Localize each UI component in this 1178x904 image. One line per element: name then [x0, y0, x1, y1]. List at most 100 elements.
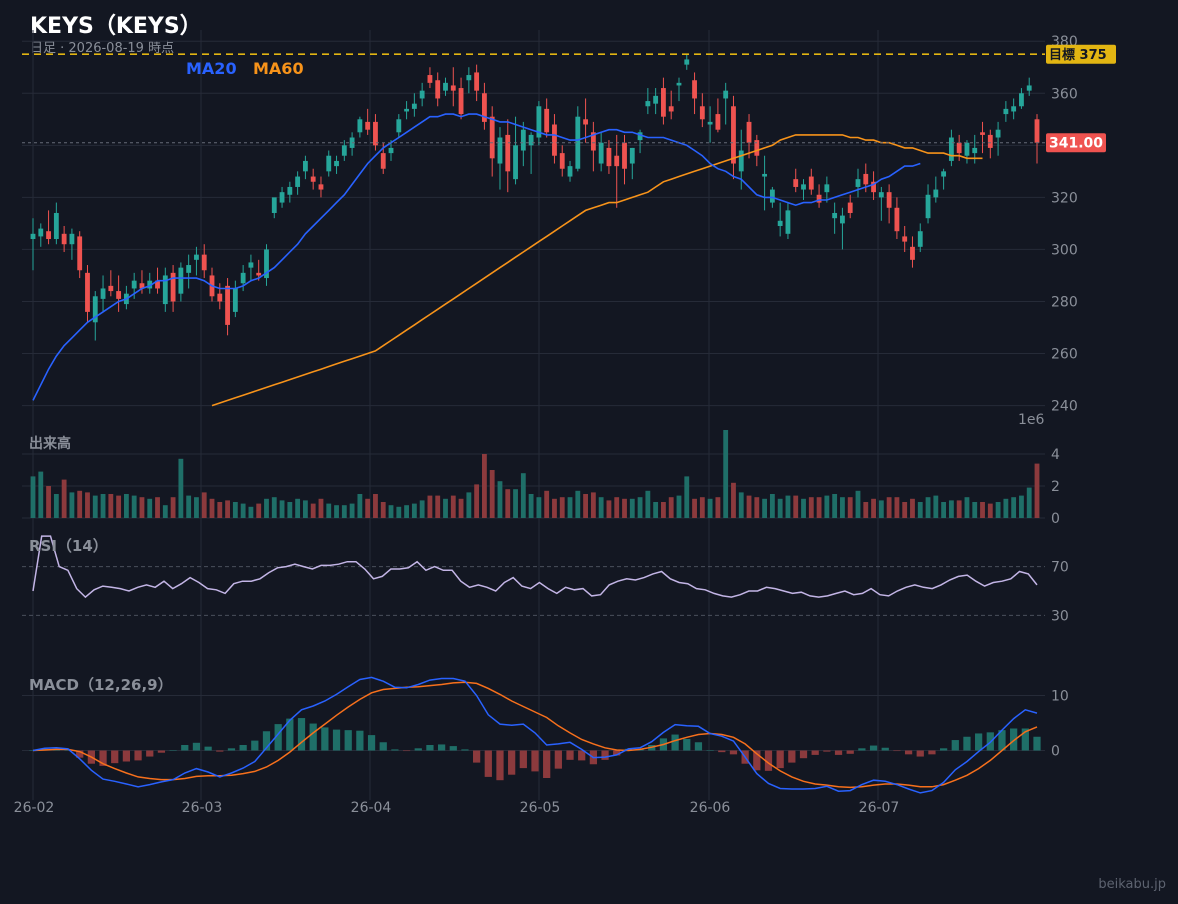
macd-histogram-bar	[157, 750, 166, 753]
volume-bar	[637, 497, 643, 518]
candle-body	[131, 280, 137, 289]
candle-body	[505, 134, 511, 172]
legend-ma60: MA60	[253, 59, 304, 78]
candle-body	[824, 184, 830, 193]
volume-bar	[131, 495, 137, 518]
volume-bar	[816, 497, 822, 518]
candle-body	[520, 129, 526, 151]
volume-bar	[334, 505, 339, 518]
candle-body	[653, 95, 659, 104]
macd-histogram-bar	[297, 718, 306, 751]
candle-body	[692, 80, 697, 99]
candle-body	[855, 179, 861, 187]
volume-bar	[590, 492, 596, 518]
price-tick-label: 240	[1051, 399, 1078, 415]
macd-histogram-bar	[554, 750, 562, 769]
volume-bar	[715, 497, 721, 518]
volume-bar	[147, 498, 153, 518]
candle-body	[388, 147, 394, 154]
volume-bar	[373, 494, 378, 518]
volume-bar	[847, 497, 853, 518]
candle-body	[178, 267, 184, 294]
candle-body	[629, 147, 635, 164]
volume-bar	[886, 497, 892, 518]
candle-body	[956, 142, 962, 154]
candle-body	[707, 121, 713, 125]
candle-body	[474, 72, 480, 91]
candle-body	[108, 285, 114, 292]
price-panel: 240260280300320340360380 目標 375 341.00 M…	[22, 34, 1116, 428]
macd-histogram-bar	[694, 742, 703, 751]
candle-body	[769, 189, 775, 203]
macd-histogram-bar	[169, 750, 177, 751]
macd-histogram-bar	[951, 740, 959, 751]
price-tick-label: 360	[1051, 86, 1078, 102]
candle-body	[567, 166, 573, 177]
candle-body	[847, 202, 853, 213]
candle-body	[808, 176, 814, 190]
macd-histogram-bar	[251, 740, 259, 751]
candle-body	[746, 121, 752, 143]
x-tick-label: 26-07	[859, 800, 900, 816]
candle-body	[279, 192, 285, 203]
volume-bar	[302, 500, 308, 518]
macd-histogram-bar	[869, 745, 878, 751]
volume-bar	[310, 503, 316, 518]
volume-bar	[520, 473, 526, 518]
macd-histogram-bar	[391, 749, 399, 751]
volume-bar	[69, 492, 75, 518]
candle-body	[61, 233, 67, 245]
candle-body	[762, 173, 768, 177]
candle-body	[466, 75, 472, 81]
macd-histogram-bar	[531, 750, 539, 772]
candle-body	[575, 116, 581, 169]
macd-histogram-bar	[122, 750, 131, 762]
candle-body	[801, 184, 806, 190]
candle-body	[863, 173, 869, 185]
macd-histogram-bar	[99, 750, 107, 766]
candle-body	[528, 134, 534, 146]
macd-histogram-bar	[519, 750, 527, 769]
volume-bar	[513, 489, 518, 518]
candle-body	[948, 137, 954, 161]
volume-bar	[458, 498, 464, 518]
candle-body	[871, 181, 876, 193]
candle-body	[583, 119, 589, 125]
volume-bar	[785, 495, 791, 518]
volume-tick-label: 4	[1051, 447, 1060, 463]
candle-body	[489, 116, 495, 159]
volume-bar	[77, 490, 83, 518]
price-tick-label: 280	[1051, 294, 1078, 310]
candle-body	[497, 137, 503, 164]
signal-line	[32, 681, 1038, 789]
candle-body	[404, 108, 409, 112]
candle-body	[715, 114, 721, 130]
volume-bar	[365, 498, 371, 518]
volume-bar	[645, 490, 651, 518]
macd-histogram-bar	[402, 750, 411, 752]
candle-body	[30, 233, 36, 240]
volume-bar	[762, 498, 768, 518]
volume-bar	[271, 497, 277, 518]
volume-bar	[30, 476, 36, 518]
macd-histogram-bar	[904, 750, 913, 755]
price-axis: 240260280300320340360380	[1051, 34, 1078, 414]
macd-histogram-bar	[496, 750, 504, 781]
candle-body	[1003, 108, 1009, 115]
volume-bar	[925, 497, 931, 518]
candle-body	[217, 293, 223, 302]
candle-body	[816, 194, 822, 203]
volume-bar	[956, 500, 962, 518]
macd-histogram-bar	[764, 750, 773, 771]
candle-body	[427, 75, 433, 83]
volume-bar	[731, 482, 736, 518]
candle-body	[194, 254, 199, 260]
candle-body	[186, 265, 192, 273]
macd-histogram-bar	[706, 750, 714, 751]
volume-bar	[186, 495, 192, 518]
volume-bar	[917, 502, 923, 518]
candle-body	[832, 212, 838, 219]
candle-body	[341, 145, 347, 156]
volume-bar	[295, 498, 301, 518]
macd-histogram-bar	[146, 750, 154, 757]
